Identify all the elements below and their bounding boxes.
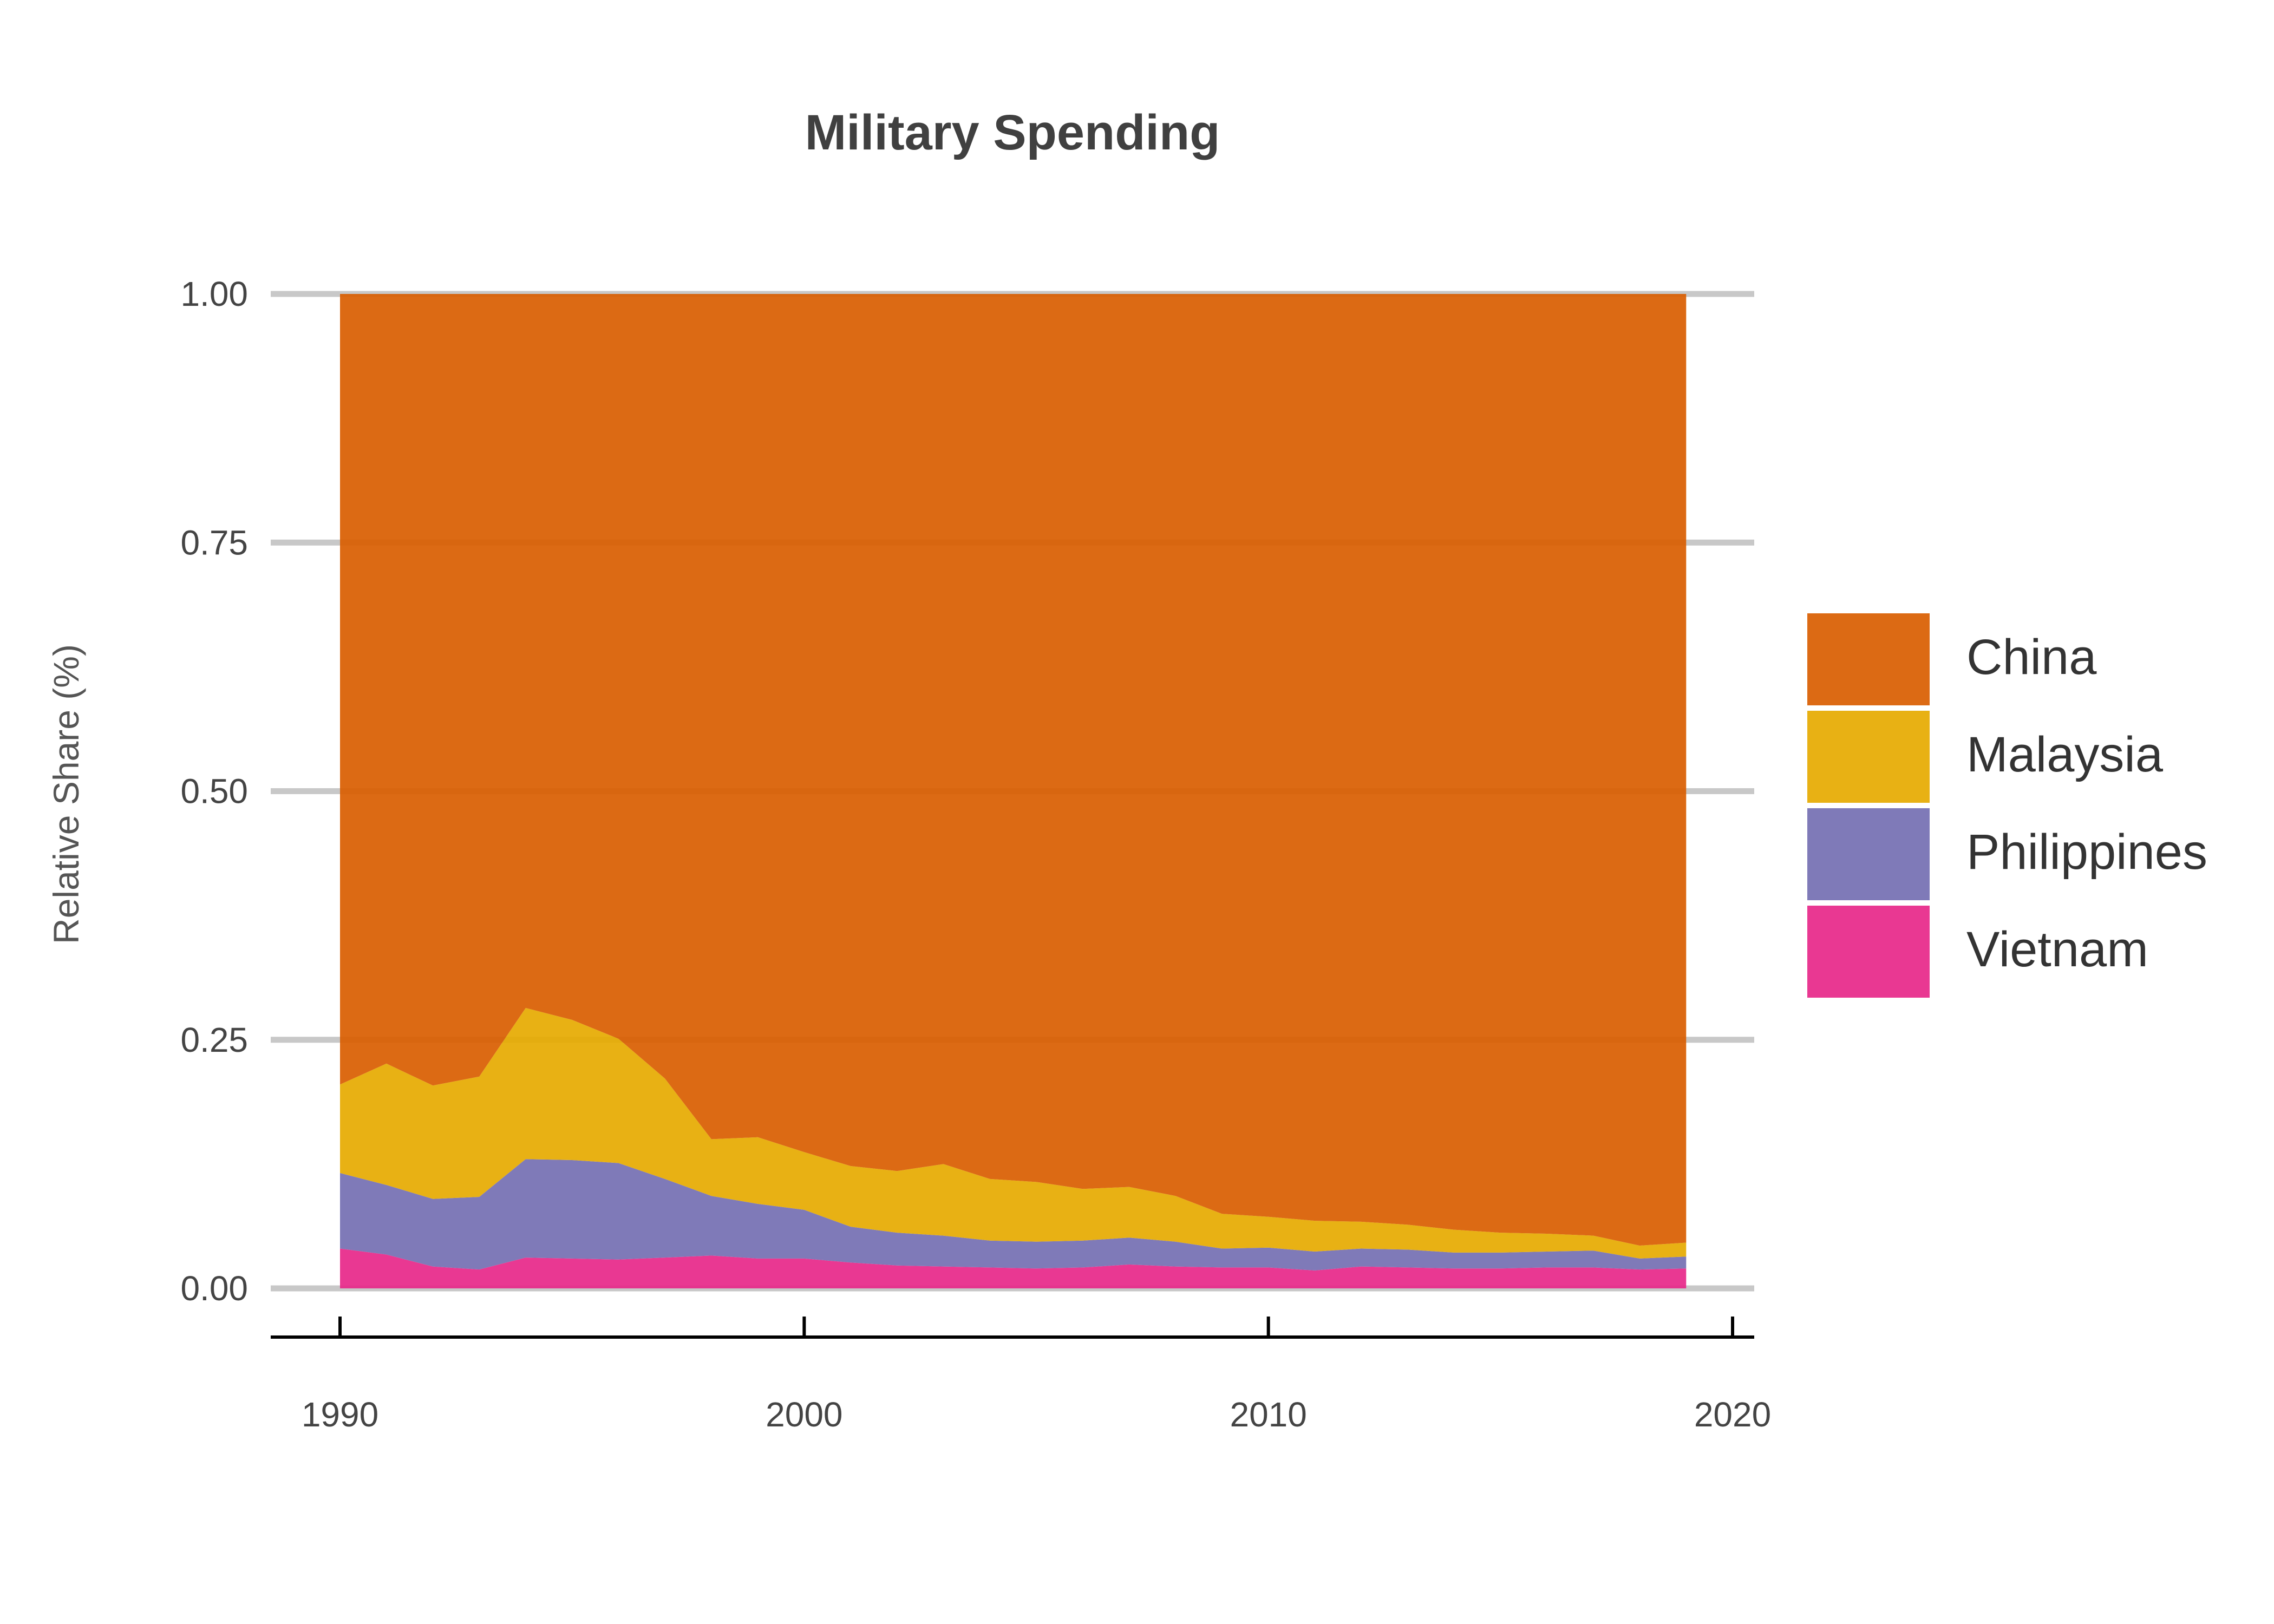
y-tick-label: 0.25 <box>180 1020 248 1059</box>
legend-swatch-malaysia <box>1807 711 1930 803</box>
y-tick-label: 1.00 <box>180 274 248 313</box>
legend-swatch-vietnam <box>1807 906 1930 998</box>
chart-title: Military Spending <box>805 105 1220 160</box>
legend: China Malaysia Philippines Vietnam <box>1807 613 2207 998</box>
legend-label-malaysia: Malaysia <box>1966 727 2164 782</box>
x-tick-label: 2010 <box>1230 1395 1306 1434</box>
y-tick-labels: 0.00 0.25 0.50 0.75 1.00 <box>180 274 248 1308</box>
y-tick-label: 0.50 <box>180 772 248 811</box>
x-tick-label: 2020 <box>1694 1395 1771 1434</box>
legend-swatch-philippines <box>1807 808 1930 900</box>
area-vietnam <box>340 1248 1687 1288</box>
legend-label-china: China <box>1966 630 2097 685</box>
x-axis: 1990 2000 2010 2020 <box>271 1317 1771 1434</box>
legend-label-vietnam: Vietnam <box>1966 922 2148 977</box>
y-axis-label: Relative Share (%) <box>46 644 86 944</box>
legend-label-philippines: Philippines <box>1966 824 2207 880</box>
stacked-areas <box>340 294 1687 1288</box>
x-tick-label: 1990 <box>302 1395 378 1434</box>
area-malaysia <box>340 1008 1687 1259</box>
legend-swatch-china <box>1807 613 1930 705</box>
x-tick-label: 2000 <box>766 1395 842 1434</box>
y-tick-label: 0.00 <box>180 1269 248 1308</box>
y-tick-label: 0.75 <box>180 523 248 562</box>
area-china <box>340 294 1687 1246</box>
area-philippines <box>340 1159 1687 1271</box>
